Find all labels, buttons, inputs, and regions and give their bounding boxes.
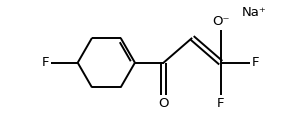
Text: F: F xyxy=(217,97,225,110)
Text: O⁻: O⁻ xyxy=(212,15,229,28)
Text: Na⁺: Na⁺ xyxy=(242,6,267,19)
Text: O: O xyxy=(158,97,169,110)
Text: F: F xyxy=(252,56,259,69)
Text: F: F xyxy=(42,56,49,69)
